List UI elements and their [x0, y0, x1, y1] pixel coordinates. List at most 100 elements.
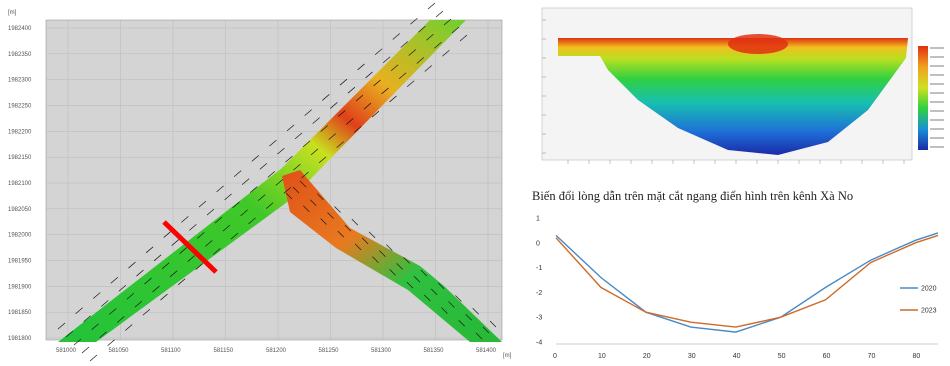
- velocity-arrow: [232, 201, 240, 209]
- velocity-arrow: [368, 231, 376, 239]
- map-y-tick: 1982000: [8, 233, 32, 239]
- velocity-arrow: [299, 180, 307, 188]
- line-y-tick: -3: [536, 315, 542, 322]
- map-y-tick: 1982250: [8, 104, 32, 110]
- map-y-tick: 1981800: [8, 336, 32, 342]
- velocity-arrow: [109, 308, 117, 315]
- velocity-arrow: [390, 64, 399, 71]
- section-max-zone: [728, 34, 788, 54]
- velocity-arrow: [338, 110, 346, 117]
- velocity-arrow: [198, 200, 207, 208]
- velocity-arrow: [441, 307, 448, 314]
- velocity-arrow: [416, 57, 424, 64]
- velocity-arrow: [110, 277, 119, 284]
- velocity-arrow: [230, 232, 239, 240]
- velocity-arrow: [320, 218, 327, 225]
- map-y-tick: 1982400: [8, 26, 32, 32]
- velocity-arrow: [465, 314, 472, 321]
- velocity-arrow: [286, 124, 295, 132]
- velocity-arrow: [233, 170, 242, 177]
- map-x-tick: 581400: [476, 348, 497, 354]
- line-y-tick: 1: [536, 216, 540, 223]
- line-y-tick: -1: [536, 265, 542, 272]
- velocity-arrow: [205, 240, 213, 247]
- line-x-tick: 40: [733, 353, 741, 360]
- line-series: [555, 232, 939, 333]
- velocity-arrow: [283, 187, 292, 194]
- velocity-arrow: [443, 18, 452, 26]
- velocity-arrow: [195, 263, 203, 270]
- velocity-arrow: [448, 301, 455, 308]
- map-unit-label: [m]: [8, 10, 17, 16]
- map-y-tick: 1982050: [8, 207, 32, 213]
- velocity-arrow: [83, 315, 91, 323]
- velocity-arrow: [292, 186, 300, 194]
- velocity-arrow: [482, 326, 490, 334]
- velocity-arrow: [455, 295, 462, 302]
- velocity-arrow: [145, 246, 154, 254]
- velocity-arrow: [277, 147, 285, 155]
- velocity-arrow: [303, 205, 310, 212]
- velocity-arrow: [169, 270, 178, 278]
- map-x-axis: 581000 581050 581100 581150 581200 581250 5813…: [56, 348, 497, 354]
- map-x-unit-label: [m]: [503, 353, 512, 359]
- line-y-tick: -2: [536, 290, 542, 297]
- branch-channel: [282, 170, 502, 342]
- velocity-arrow: [302, 140, 311, 148]
- line-x-tick: 20: [643, 353, 651, 360]
- line-x-tick: 0: [553, 353, 557, 360]
- velocity-arrow: [351, 218, 359, 226]
- velocity-arrow: [312, 117, 320, 124]
- velocity-arrow: [136, 269, 144, 277]
- velocity-arrow: [396, 263, 403, 270]
- velocity-arrow: [435, 10, 444, 18]
- line-series-2023: [555, 234, 939, 328]
- velocity-arrow: [363, 102, 372, 110]
- velocity-arrow: [381, 87, 389, 95]
- velocity-arrow: [177, 278, 186, 286]
- section-legend-labels: [930, 47, 944, 148]
- line-y-tick: 0: [536, 240, 540, 247]
- velocity-arrow: [437, 282, 445, 290]
- velocity-arrow: [334, 206, 341, 213]
- velocity-arrow: [73, 338, 82, 346]
- velocity-arrow: [117, 316, 125, 323]
- velocity-arrow: [354, 243, 362, 251]
- velocity-arrow: [442, 49, 450, 57]
- velocity-arrow: [310, 199, 317, 206]
- velocity-arrow: [107, 339, 115, 347]
- velocity-arrow: [75, 307, 83, 315]
- velocity-arrow: [126, 293, 135, 300]
- velocity-arrow: [249, 186, 258, 193]
- velocity-arrow: [347, 86, 356, 94]
- section-contour-fill: [558, 38, 908, 155]
- map-x-tick: 581350: [424, 348, 445, 354]
- velocity-arrow: [160, 293, 168, 301]
- velocity-arrow: [354, 126, 362, 133]
- cross-section-canvas: [541, 7, 944, 164]
- velocity-arrow: [373, 79, 381, 87]
- velocity-arrow: [222, 224, 231, 232]
- cross-section-contour: [528, 0, 950, 180]
- velocity-arrow: [339, 78, 348, 86]
- section-axes: [542, 19, 905, 164]
- map-x-tick: 581150: [214, 348, 234, 354]
- velocity-arrow: [89, 354, 98, 362]
- velocity-arrow: [379, 250, 386, 257]
- velocity-arrow: [206, 208, 215, 216]
- velocity-arrow: [320, 125, 328, 132]
- line-x-tick: 30: [688, 353, 696, 360]
- velocity-arrow: [153, 254, 162, 262]
- line-x-tick: 80: [913, 353, 921, 360]
- velocity-arrow: [424, 65, 432, 72]
- section-color-legend: [918, 46, 928, 150]
- velocity-arrow: [275, 179, 284, 186]
- line-legend: 2020 2023: [900, 286, 937, 315]
- map-y-tick: 1981900: [8, 284, 32, 290]
- velocity-arrow: [410, 17, 418, 25]
- map-y-tick: 1981850: [8, 310, 32, 316]
- velocity-arrow: [361, 237, 369, 245]
- map-x-tick: 581250: [319, 348, 340, 354]
- line-y-axis: 1 0 -1 -2 -3 -4: [536, 216, 938, 347]
